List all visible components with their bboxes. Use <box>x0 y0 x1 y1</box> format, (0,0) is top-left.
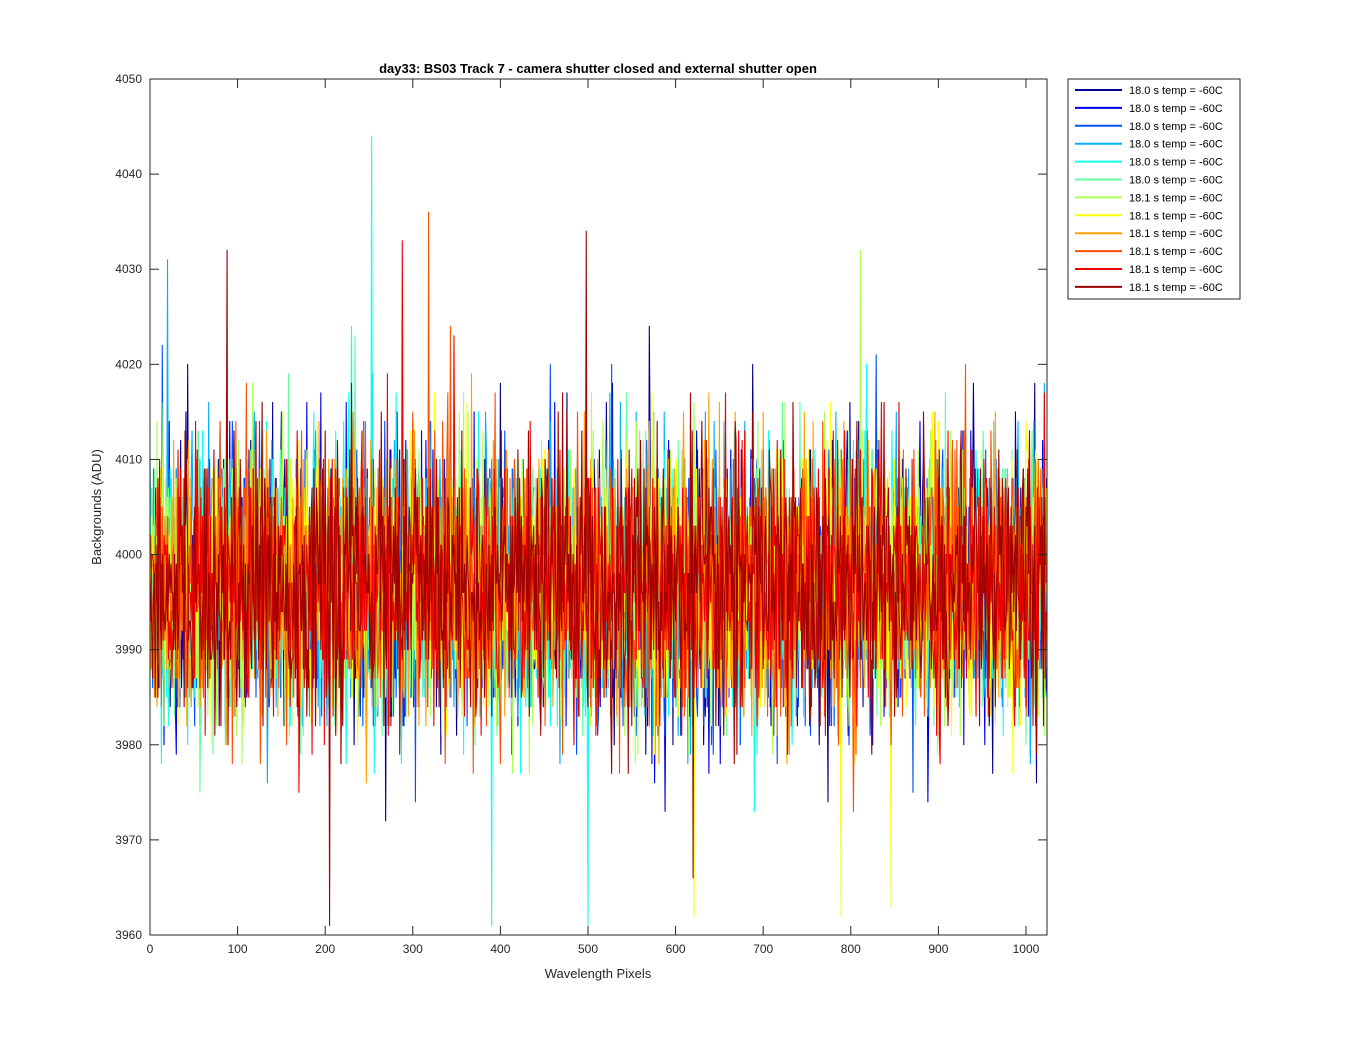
x-tick-label: 500 <box>578 942 598 956</box>
series-layer <box>150 135 1047 927</box>
y-tick-label: 4020 <box>115 357 142 371</box>
series-line <box>150 230 1047 927</box>
y-tick-label: 4030 <box>115 262 142 276</box>
x-tick-label: 1000 <box>1013 942 1040 956</box>
y-tick-label: 4050 <box>115 72 142 86</box>
legend-entry-label: 18.0 s temp = -60C <box>1129 157 1223 169</box>
x-axis-ticks: 0 100 200 300 400 500 600 700 800 900 1000 <box>147 79 1040 956</box>
y-axis-label: Backgrounds (ADU) <box>89 449 104 565</box>
y-tick-label: 3990 <box>115 643 142 657</box>
legend-entry-label: 18.1 s temp = -60C <box>1129 264 1223 276</box>
legend-entry-label: 18.0 s temp = -60C <box>1129 85 1223 97</box>
legend-entry-label: 18.1 s temp = -60C <box>1129 228 1223 240</box>
legend-entry-label: 18.0 s temp = -60C <box>1129 139 1223 151</box>
x-tick-label: 0 <box>147 942 154 956</box>
legend-entry-label: 18.1 s temp = -60C <box>1129 210 1223 222</box>
legend-box <box>1067 78 1241 300</box>
y-tick-label: 3970 <box>115 833 142 847</box>
legend-entry-label: 18.1 s temp = -60C <box>1129 282 1223 294</box>
x-tick-label: 700 <box>753 942 773 956</box>
x-tick-label: 400 <box>490 942 510 956</box>
legend-entry-label: 18.0 s temp = -60C <box>1129 175 1223 187</box>
legend-entry-label: 18.1 s temp = -60C <box>1129 246 1223 258</box>
x-tick-label: 300 <box>403 942 423 956</box>
y-tick-label: 3960 <box>115 928 142 942</box>
x-tick-label: 200 <box>315 942 335 956</box>
y-tick-label: 4040 <box>115 167 142 181</box>
y-tick-label: 4010 <box>115 452 142 466</box>
chart-title: day33: BS03 Track 7 - camera shutter clo… <box>379 61 817 76</box>
x-axis-label: Wavelength Pixels <box>545 966 652 981</box>
legend-entry-label: 18.0 s temp = -60C <box>1129 121 1223 133</box>
x-tick-label: 800 <box>841 942 861 956</box>
plot-border <box>149 78 1048 936</box>
legend: 18.0 s temp = -60C 18.0 s temp = -60C 18.0… <box>1067 78 1241 300</box>
x-tick-label: 100 <box>228 942 248 956</box>
y-axis-ticks: 3960 3970 3980 3990 4000 4010 4020 4030 4040 4050 <box>115 72 1047 942</box>
legend-entry-label: 18.0 s temp = -60C <box>1129 103 1223 115</box>
y-tick-label: 4000 <box>115 548 142 562</box>
x-tick-label: 900 <box>928 942 948 956</box>
legend-entry-label: 18.1 s temp = -60C <box>1129 192 1223 204</box>
x-tick-label: 600 <box>666 942 686 956</box>
y-tick-label: 3980 <box>115 738 142 752</box>
